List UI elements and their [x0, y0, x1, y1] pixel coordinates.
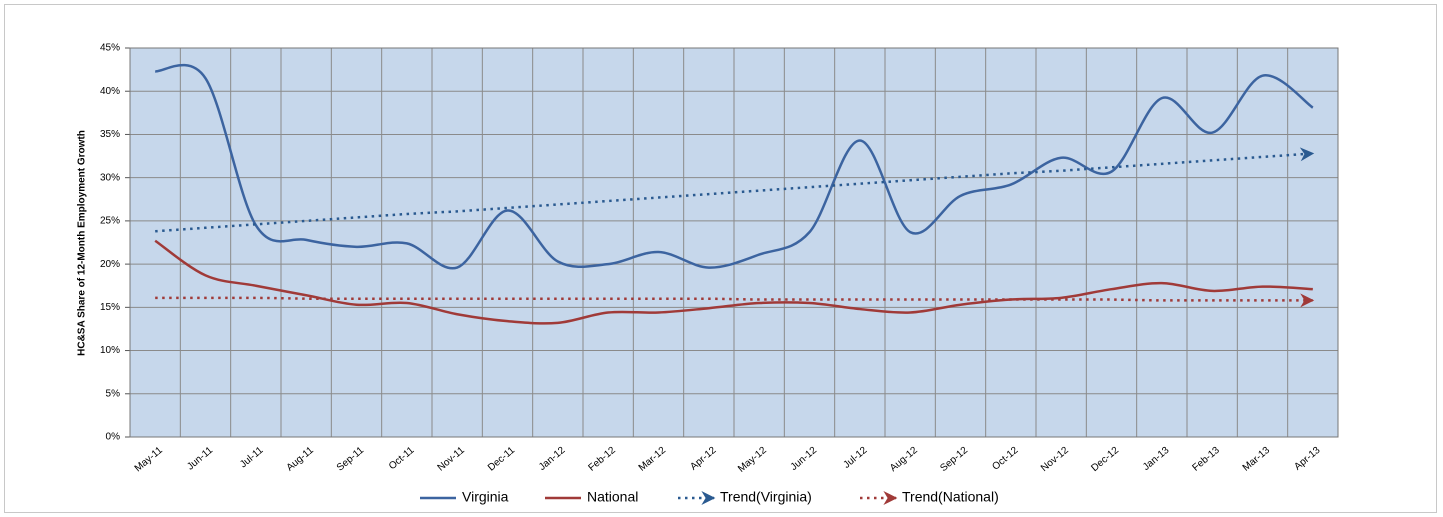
legend-label: Trend(National) [902, 489, 999, 505]
y-tick-label: 15% [100, 302, 120, 313]
y-tick-label: 40% [100, 86, 120, 97]
legend-label: Virginia [462, 489, 509, 505]
y-tick-label: 0% [106, 432, 121, 443]
y-tick-label: 35% [100, 129, 120, 140]
y-tick-label: 20% [100, 259, 120, 270]
y-tick-label: 5% [106, 388, 121, 399]
y-tick-label: 25% [100, 216, 120, 227]
legend-label: Trend(Virginia) [720, 489, 812, 505]
y-axis-title: HC&SA Share of 12-Month Employment Growt… [77, 130, 88, 356]
series-line [155, 63, 1314, 270]
y-tick-label: 45% [100, 43, 120, 54]
plot-border [129, 47, 1339, 438]
y-tick-label: 30% [100, 172, 120, 183]
legend-label: National [587, 489, 638, 505]
series-line [155, 147, 1315, 233]
y-tick-label: 10% [100, 345, 120, 356]
series-line [154, 239, 1313, 325]
